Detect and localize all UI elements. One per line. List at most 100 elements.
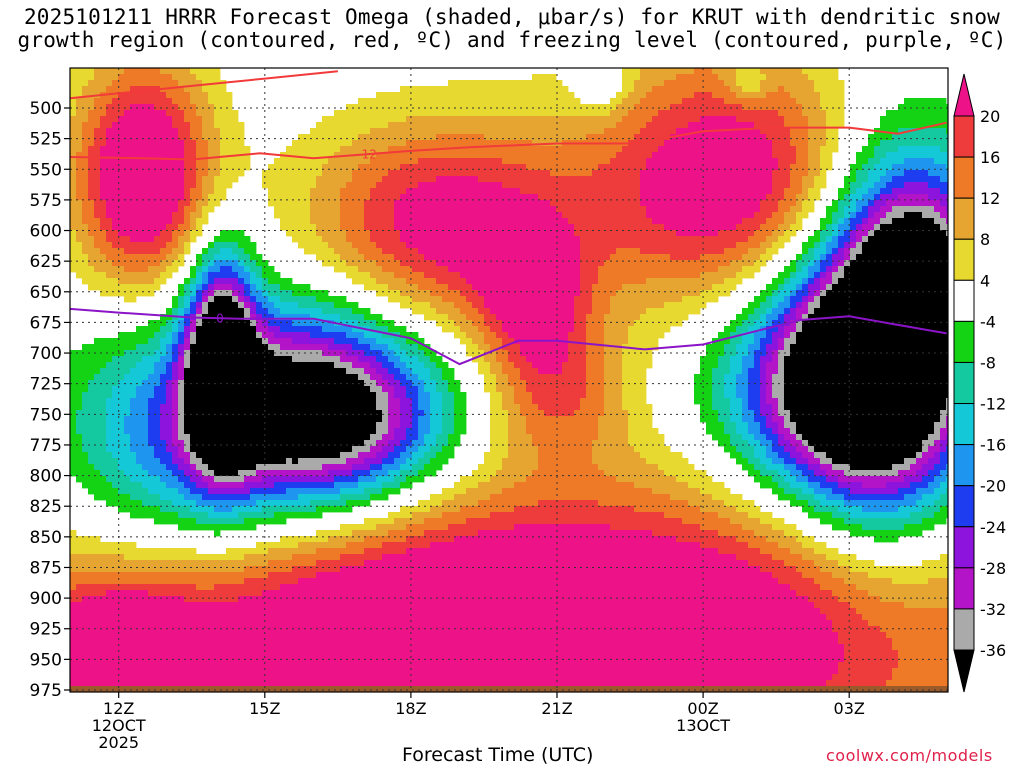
omega-cell [658, 212, 665, 219]
omega-cell [352, 110, 359, 117]
omega-cell [196, 146, 203, 153]
omega-cell [712, 134, 719, 141]
omega-cell [886, 290, 893, 297]
omega-cell [172, 212, 179, 219]
omega-cell [388, 194, 395, 201]
omega-cell [106, 128, 113, 135]
omega-cell [658, 224, 665, 231]
omega-cell [328, 116, 335, 123]
omega-cell [880, 254, 887, 261]
omega-cell [580, 236, 587, 243]
omega-cell [922, 236, 929, 243]
omega-cell [658, 266, 665, 273]
omega-cell [634, 98, 641, 105]
omega-cell [886, 218, 893, 225]
omega-cell [424, 122, 431, 129]
omega-cell [790, 152, 797, 159]
omega-cell [400, 266, 407, 273]
omega-cell [862, 218, 869, 225]
omega-cell [916, 272, 923, 279]
omega-cell [430, 290, 437, 297]
omega-cell [688, 146, 695, 153]
omega-cell [454, 134, 461, 141]
omega-cell [526, 290, 533, 297]
omega-cell [496, 122, 503, 129]
omega-cell [664, 128, 671, 135]
omega-cell [610, 260, 617, 267]
omega-cell [838, 242, 845, 249]
omega-cell [616, 98, 623, 105]
omega-cell [214, 98, 221, 105]
omega-cell [862, 254, 869, 261]
omega-cell [892, 290, 899, 297]
omega-cell [340, 176, 347, 183]
omega-cell [490, 158, 497, 165]
omega-cell [430, 152, 437, 159]
omega-cell [178, 92, 185, 99]
omega-cell [622, 266, 629, 273]
omega-cell [142, 278, 149, 285]
omega-cell [574, 302, 581, 309]
omega-cell [268, 170, 275, 177]
omega-cell [886, 182, 893, 189]
omega-cell [766, 146, 773, 153]
omega-cell [166, 140, 173, 147]
omega-cell [328, 242, 335, 249]
omega-cell [406, 188, 413, 195]
omega-cell [778, 68, 785, 75]
omega-cell [856, 290, 863, 297]
omega-cell [538, 254, 545, 261]
omega-cell [922, 98, 929, 105]
omega-cell [934, 128, 941, 135]
omega-cell [874, 236, 881, 243]
omega-cell [610, 236, 617, 243]
omega-cell [892, 158, 899, 165]
omega-cell [88, 272, 95, 279]
omega-cell [616, 248, 623, 255]
omega-cell [910, 116, 917, 123]
omega-cell [628, 236, 635, 243]
omega-cell [286, 206, 293, 213]
omega-cell [412, 224, 419, 231]
omega-cell [754, 194, 761, 201]
omega-cell [460, 158, 467, 165]
omega-cell [76, 146, 83, 153]
omega-cell [538, 194, 545, 201]
omega-cell [766, 284, 773, 291]
omega-cell [298, 134, 305, 141]
omega-cell [334, 110, 341, 117]
omega-cell [124, 242, 131, 249]
omega-cell [802, 296, 809, 303]
omega-cell [532, 242, 539, 249]
omega-cell [778, 182, 785, 189]
omega-cell [172, 152, 179, 159]
omega-cell [874, 182, 881, 189]
omega-cell [334, 212, 341, 219]
omega-cell [940, 230, 947, 237]
omega-cell [766, 68, 773, 75]
omega-cell [130, 212, 137, 219]
omega-cell [76, 248, 83, 255]
omega-cell [460, 80, 467, 87]
omega-cell [580, 254, 587, 261]
omega-cell [106, 212, 113, 219]
omega-cell [502, 86, 509, 93]
omega-cell [622, 224, 629, 231]
omega-cell [244, 284, 251, 291]
omega-cell [838, 206, 845, 213]
omega-cell [778, 230, 785, 237]
omega-cell [268, 272, 275, 279]
omega-cell [814, 296, 821, 303]
omega-cell [856, 200, 863, 207]
omega-cell [946, 266, 949, 273]
omega-cell [562, 164, 569, 171]
omega-cell [766, 236, 773, 243]
omega-cell [832, 206, 839, 213]
omega-cell [904, 260, 911, 267]
omega-cell [802, 260, 809, 267]
omega-cell [70, 182, 77, 189]
omega-cell [214, 296, 221, 303]
omega-cell [760, 176, 767, 183]
omega-cell [214, 188, 221, 195]
omega-cell [406, 248, 413, 255]
